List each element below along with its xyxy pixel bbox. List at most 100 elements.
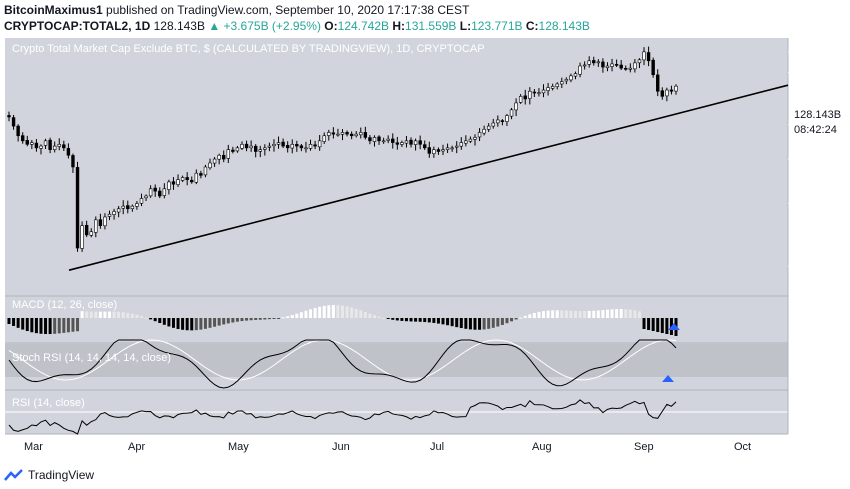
macd-bar bbox=[400, 318, 404, 321]
trendline[interactable] bbox=[68, 84, 789, 271]
candle-body bbox=[21, 135, 25, 142]
candle-body bbox=[62, 144, 66, 149]
candle-body bbox=[112, 211, 116, 215]
candle-body bbox=[190, 179, 194, 183]
candle-body bbox=[578, 65, 582, 75]
stoch-level-label: 25.00 bbox=[796, 366, 824, 378]
candle-body bbox=[491, 122, 495, 127]
macd-bar bbox=[331, 305, 335, 318]
macd-bar bbox=[542, 311, 546, 318]
macd-bar bbox=[578, 311, 582, 318]
macd-bar bbox=[44, 318, 48, 335]
macd-bar bbox=[637, 311, 641, 318]
candle-body bbox=[423, 144, 427, 149]
chart-header: BitcoinMaximus1 published on TradingView… bbox=[4, 2, 844, 36]
candle-body bbox=[30, 142, 34, 145]
y-tick-label: 40B bbox=[797, 261, 817, 273]
candle-body bbox=[372, 137, 377, 142]
macd-bar bbox=[605, 309, 609, 318]
candle-body bbox=[208, 162, 212, 169]
macd-bar bbox=[199, 318, 203, 330]
candle-body bbox=[336, 133, 340, 136]
candle-body bbox=[637, 59, 642, 64]
macd-bar bbox=[551, 310, 555, 318]
macd-bar bbox=[254, 318, 258, 320]
macd-bar bbox=[615, 309, 619, 318]
macd-bar bbox=[377, 316, 381, 318]
candle-body bbox=[619, 64, 623, 69]
candle-body bbox=[505, 115, 509, 122]
candle-body bbox=[528, 90, 532, 99]
candle-body bbox=[272, 144, 276, 147]
candle-body bbox=[235, 147, 240, 152]
tradingview-logo-icon bbox=[4, 469, 23, 481]
candle-body bbox=[180, 177, 185, 181]
stoch-rsi-lines bbox=[8, 339, 677, 389]
macd-bar bbox=[222, 318, 226, 325]
candle-body bbox=[633, 62, 637, 70]
macd-bar bbox=[62, 318, 66, 333]
macd-bar bbox=[277, 318, 281, 319]
macd-bar bbox=[592, 310, 596, 318]
macd-bar bbox=[436, 318, 440, 324]
macd-bar bbox=[313, 307, 317, 318]
macd-bar bbox=[647, 318, 651, 330]
candle-body bbox=[244, 143, 249, 149]
candle-body bbox=[482, 128, 486, 134]
candle-body bbox=[148, 188, 153, 197]
macd-bar bbox=[441, 318, 445, 325]
macd-bar bbox=[473, 318, 477, 330]
macd-bar bbox=[546, 310, 550, 318]
author-name[interactable]: BitcoinMaximus1 bbox=[4, 3, 103, 17]
macd-bar bbox=[213, 318, 217, 327]
brand-label[interactable]: TradingView bbox=[28, 468, 95, 482]
candle-body bbox=[550, 86, 555, 89]
rsi-path bbox=[8, 399, 677, 435]
macd-title: MACD (12, 26, close) bbox=[12, 299, 117, 311]
candle-body bbox=[455, 145, 459, 148]
macd-bar bbox=[336, 305, 340, 318]
candle-body bbox=[400, 142, 404, 145]
symbol-label: CRYPTOCAP:TOTAL2, 1D bbox=[4, 19, 151, 33]
candle-body bbox=[555, 83, 559, 87]
candle-body bbox=[185, 177, 189, 181]
x-tick-label: Sep bbox=[634, 441, 654, 453]
candle-body bbox=[144, 195, 148, 199]
candle-body bbox=[171, 181, 176, 185]
macd-bar bbox=[226, 318, 230, 324]
macd-bar bbox=[12, 318, 16, 326]
candle-body bbox=[564, 78, 569, 82]
macd-bar bbox=[80, 311, 84, 318]
close-value: 128.143B bbox=[538, 19, 590, 33]
currency-label: USD bbox=[807, 43, 830, 55]
candle-body bbox=[642, 51, 646, 61]
macd-bar bbox=[359, 310, 363, 318]
macd-bar bbox=[532, 312, 536, 318]
candle-body bbox=[500, 120, 505, 122]
high-label: H: bbox=[392, 19, 406, 33]
candle-body bbox=[582, 64, 587, 67]
macd-bar bbox=[290, 315, 294, 318]
candle-body bbox=[596, 61, 601, 64]
macd-bar bbox=[25, 318, 29, 332]
macd-bar bbox=[455, 318, 459, 328]
candle-body bbox=[249, 145, 253, 149]
footer: TradingView bbox=[4, 466, 94, 484]
macd-bar bbox=[203, 318, 207, 329]
macd-bar bbox=[414, 318, 418, 322]
candle-body bbox=[656, 74, 660, 92]
macd-bar bbox=[34, 318, 38, 334]
candle-body bbox=[281, 141, 285, 147]
candle-body bbox=[71, 155, 75, 168]
macd-bar bbox=[85, 311, 89, 318]
macd-bar bbox=[299, 312, 303, 318]
candle-body bbox=[436, 149, 441, 152]
macd-bar bbox=[427, 318, 431, 323]
stoch-band bbox=[5, 344, 788, 377]
candle-body bbox=[80, 225, 84, 249]
candle-body bbox=[546, 87, 550, 91]
candle-body bbox=[276, 142, 281, 145]
candle-body bbox=[75, 167, 80, 249]
macd-bar bbox=[404, 318, 408, 322]
